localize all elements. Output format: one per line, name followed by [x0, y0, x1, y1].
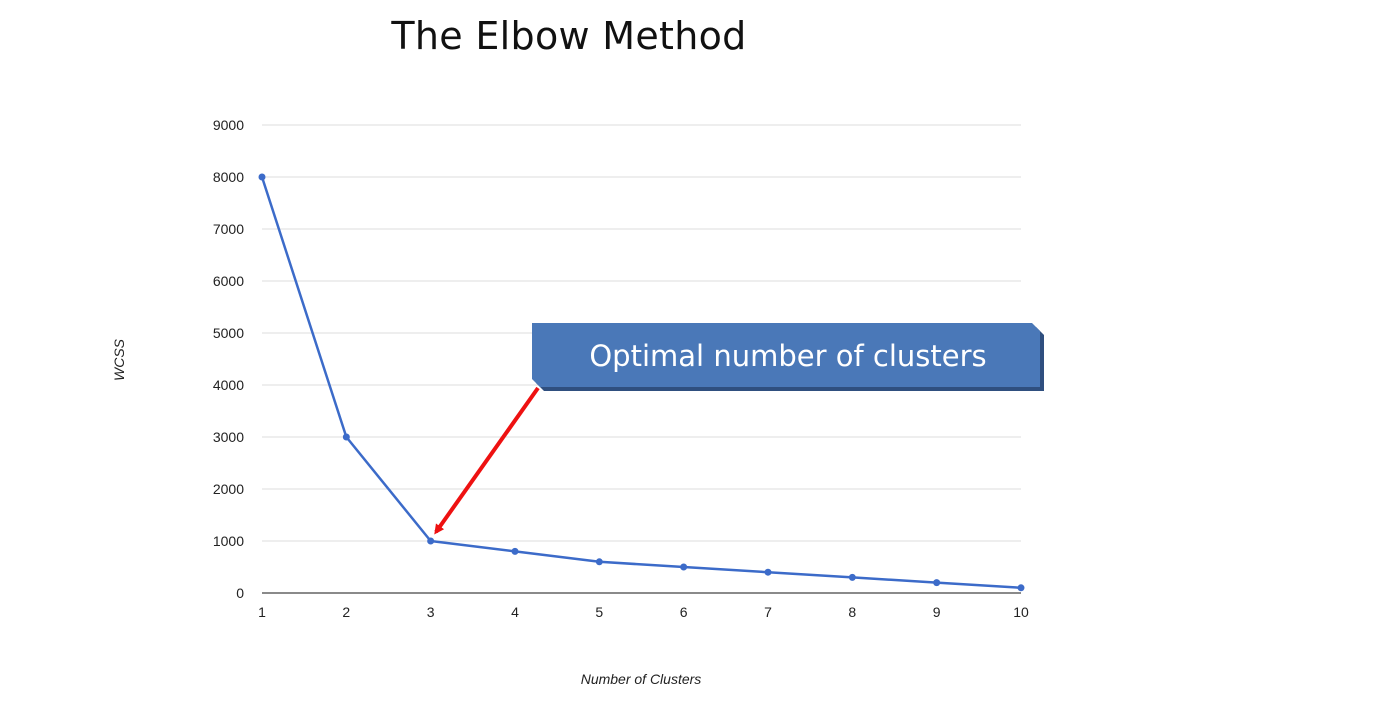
y-tick-9000: 9000	[213, 117, 244, 133]
x-axis-title: Number of Clusters	[581, 671, 702, 687]
x-tick-7: 7	[764, 604, 772, 620]
y-tick-2000: 2000	[213, 481, 244, 497]
series-wcss	[258, 173, 1025, 592]
x-tick-8: 8	[848, 604, 856, 620]
y-tick-4000: 4000	[213, 377, 244, 393]
data-point-2	[342, 433, 350, 441]
y-tick-8000: 8000	[213, 169, 244, 185]
data-point-4	[511, 547, 519, 555]
y-tick-5000: 5000	[213, 325, 244, 341]
x-tick-5: 5	[595, 604, 603, 620]
callout-arrow	[434, 386, 540, 535]
x-tick-labels: 1 2 3 4 5 6 7 8 9 10	[258, 604, 1029, 620]
y-tick-7000: 7000	[213, 221, 244, 237]
series-line	[260, 176, 1022, 590]
data-point-8	[848, 573, 856, 581]
x-tick-2: 2	[342, 604, 350, 620]
y-tick-1000: 1000	[213, 533, 244, 549]
callout-label: Optimal number of clusters	[589, 339, 986, 373]
y-tick-6000: 6000	[213, 273, 244, 289]
data-point-6	[680, 563, 688, 571]
data-point-5	[595, 558, 603, 566]
y-axis-title: WCSS	[111, 338, 127, 381]
data-point-10	[1017, 584, 1025, 592]
y-tick-labels: 0 1000 2000 3000 4000 5000 6000 7000 8000 9000	[213, 117, 244, 601]
x-tick-4: 4	[511, 604, 519, 620]
annotation: Optimal number of clusters	[434, 323, 1044, 535]
x-tick-6: 6	[680, 604, 688, 620]
callout-box	[532, 323, 1040, 387]
data-point-9	[933, 579, 941, 587]
y-tick-0: 0	[236, 585, 244, 601]
chart-title: The Elbow Method	[391, 14, 747, 58]
x-tick-9: 9	[933, 604, 941, 620]
data-point-1	[258, 173, 266, 181]
data-point-7	[764, 568, 772, 576]
x-tick-3: 3	[427, 604, 435, 620]
x-tick-10: 10	[1013, 604, 1029, 620]
x-tick-1: 1	[258, 604, 266, 620]
y-tick-3000: 3000	[213, 429, 244, 445]
data-point-3	[427, 537, 435, 545]
